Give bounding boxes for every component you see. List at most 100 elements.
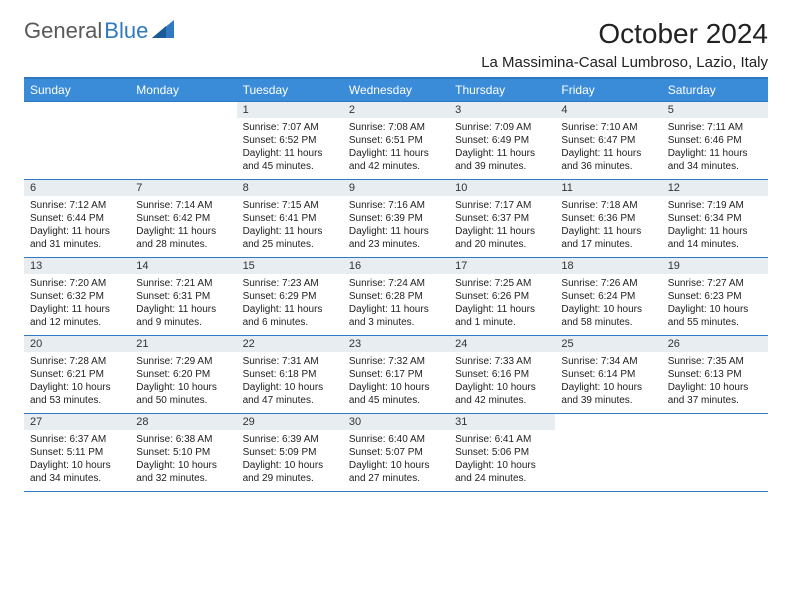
day-body: Sunrise: 7:08 AMSunset: 6:51 PMDaylight:… [343,118,449,179]
day-body: Sunrise: 7:32 AMSunset: 6:17 PMDaylight:… [343,352,449,413]
daylight-text: Daylight: 10 hours and 29 minutes. [243,459,337,485]
weekday-header: Thursday [449,78,555,102]
day-number: 27 [24,414,130,430]
day-body: Sunrise: 7:12 AMSunset: 6:44 PMDaylight:… [24,196,130,257]
daylight-text: Daylight: 10 hours and 58 minutes. [561,303,655,329]
sunrise-text: Sunrise: 7:20 AM [30,277,124,290]
sunset-text: Sunset: 6:14 PM [561,368,655,381]
calendar-cell: 4Sunrise: 7:10 AMSunset: 6:47 PMDaylight… [555,102,661,180]
day-body: Sunrise: 7:11 AMSunset: 6:46 PMDaylight:… [662,118,768,179]
day-number: 11 [555,180,661,196]
day-body: Sunrise: 7:31 AMSunset: 6:18 PMDaylight:… [237,352,343,413]
weekday-header: Sunday [24,78,130,102]
sunset-text: Sunset: 6:29 PM [243,290,337,303]
calendar-cell [130,102,236,180]
day-body: Sunrise: 7:17 AMSunset: 6:37 PMDaylight:… [449,196,555,257]
day-number: 28 [130,414,236,430]
calendar-cell: 1 Sunrise: 7:07 AMSunset: 6:52 PMDaylight… [237,102,343,180]
sunrise-text: Sunrise: 7:26 AM [561,277,655,290]
sunset-text: Sunset: 6:51 PM [349,134,443,147]
sunset-text: Sunset: 6:42 PM [136,212,230,225]
day-body: Sunrise: 6:40 AMSunset: 5:07 PMDaylight:… [343,430,449,491]
sunrise-text: Sunrise: 7:17 AM [455,199,549,212]
calendar-cell: 9Sunrise: 7:16 AMSunset: 6:39 PMDaylight… [343,180,449,258]
logo-word1: General [24,18,102,44]
day-body: Sunrise: 7:10 AMSunset: 6:47 PMDaylight:… [555,118,661,179]
logo-triangle-icon [152,20,174,38]
sunrise-text: Sunrise: 6:41 AM [455,433,549,446]
sunset-text: Sunset: 6:34 PM [668,212,762,225]
daylight-text: Daylight: 11 hours and 3 minutes. [349,303,443,329]
sunset-text: Sunset: 6:24 PM [561,290,655,303]
daylight-text: Daylight: 10 hours and 53 minutes. [30,381,124,407]
sunrise-text: Sunrise: 6:37 AM [30,433,124,446]
month-title: October 2024 [481,18,768,50]
sunrise-text: Sunrise: 7:21 AM [136,277,230,290]
calendar-cell: 13Sunrise: 7:20 AMSunset: 6:32 PMDayligh… [24,258,130,336]
weekday-header: Tuesday [237,78,343,102]
weekday-header: Wednesday [343,78,449,102]
daylight-text: Daylight: 11 hours and 28 minutes. [136,225,230,251]
daylight-text: Daylight: 10 hours and 32 minutes. [136,459,230,485]
calendar-cell [555,414,661,492]
day-number: 8 [237,180,343,196]
sunset-text: Sunset: 6:52 PM [243,134,337,147]
day-number: 10 [449,180,555,196]
sunrise-text: Sunrise: 7:12 AM [30,199,124,212]
day-body: Sunrise: 7:14 AMSunset: 6:42 PMDaylight:… [130,196,236,257]
sunrise-text: Sunrise: 6:38 AM [136,433,230,446]
calendar-row: 13Sunrise: 7:20 AMSunset: 6:32 PMDayligh… [24,258,768,336]
calendar-row: 27Sunrise: 6:37 AMSunset: 5:11 PMDayligh… [24,414,768,492]
sunrise-text: Sunrise: 7:07 AM [243,121,337,134]
day-body: Sunrise: 7:33 AMSunset: 6:16 PMDaylight:… [449,352,555,413]
day-number: 5 [662,102,768,118]
sunrise-text: Sunrise: 7:08 AM [349,121,443,134]
day-number: 7 [130,180,236,196]
daylight-text: Daylight: 11 hours and 6 minutes. [243,303,337,329]
sunset-text: Sunset: 6:23 PM [668,290,762,303]
calendar-cell: 11Sunrise: 7:18 AMSunset: 6:36 PMDayligh… [555,180,661,258]
page-header: GeneralBlue October 2024 La Massimina-Ca… [24,18,768,71]
location: La Massimina-Casal Lumbroso, Lazio, Ital… [481,54,768,71]
calendar-cell: 26Sunrise: 7:35 AMSunset: 6:13 PMDayligh… [662,336,768,414]
day-body: Sunrise: 7:23 AMSunset: 6:29 PMDaylight:… [237,274,343,335]
sunset-text: Sunset: 6:36 PM [561,212,655,225]
day-body: Sunrise: 6:39 AMSunset: 5:09 PMDaylight:… [237,430,343,491]
sunrise-text: Sunrise: 7:15 AM [243,199,337,212]
sunrise-text: Sunrise: 7:16 AM [349,199,443,212]
sunset-text: Sunset: 5:07 PM [349,446,443,459]
day-body: Sunrise: 7:19 AMSunset: 6:34 PMDaylight:… [662,196,768,257]
sunrise-text: Sunrise: 7:31 AM [243,355,337,368]
calendar-table: SundayMondayTuesdayWednesdayThursdayFrid… [24,77,768,492]
sunrise-text: Sunrise: 7:34 AM [561,355,655,368]
daylight-text: Daylight: 10 hours and 42 minutes. [455,381,549,407]
sunset-text: Sunset: 6:31 PM [136,290,230,303]
sunset-text: Sunset: 6:17 PM [349,368,443,381]
daylight-text: Daylight: 10 hours and 27 minutes. [349,459,443,485]
calendar-cell: 10Sunrise: 7:17 AMSunset: 6:37 PMDayligh… [449,180,555,258]
sunset-text: Sunset: 6:28 PM [349,290,443,303]
daylight-text: Daylight: 11 hours and 45 minutes. [243,147,337,173]
sunset-text: Sunset: 5:06 PM [455,446,549,459]
daylight-text: Daylight: 10 hours and 34 minutes. [30,459,124,485]
calendar-cell: 14Sunrise: 7:21 AMSunset: 6:31 PMDayligh… [130,258,236,336]
calendar-cell: 15Sunrise: 7:23 AMSunset: 6:29 PMDayligh… [237,258,343,336]
day-body: Sunrise: 7:18 AMSunset: 6:36 PMDaylight:… [555,196,661,257]
day-number: 18 [555,258,661,274]
day-number: 2 [343,102,449,118]
day-body: Sunrise: 7:26 AMSunset: 6:24 PMDaylight:… [555,274,661,335]
day-number: 17 [449,258,555,274]
calendar-cell: 28Sunrise: 6:38 AMSunset: 5:10 PMDayligh… [130,414,236,492]
title-block: October 2024 La Massimina-Casal Lumbroso… [481,18,768,71]
calendar-cell: 30Sunrise: 6:40 AMSunset: 5:07 PMDayligh… [343,414,449,492]
calendar-cell: 8Sunrise: 7:15 AMSunset: 6:41 PMDaylight… [237,180,343,258]
daylight-text: Daylight: 11 hours and 23 minutes. [349,225,443,251]
calendar-cell [662,414,768,492]
day-number: 31 [449,414,555,430]
sunrise-text: Sunrise: 7:33 AM [455,355,549,368]
daylight-text: Daylight: 10 hours and 50 minutes. [136,381,230,407]
day-number: 1 [237,102,343,118]
sunset-text: Sunset: 6:32 PM [30,290,124,303]
sunset-text: Sunset: 6:46 PM [668,134,762,147]
weekday-header: Monday [130,78,236,102]
